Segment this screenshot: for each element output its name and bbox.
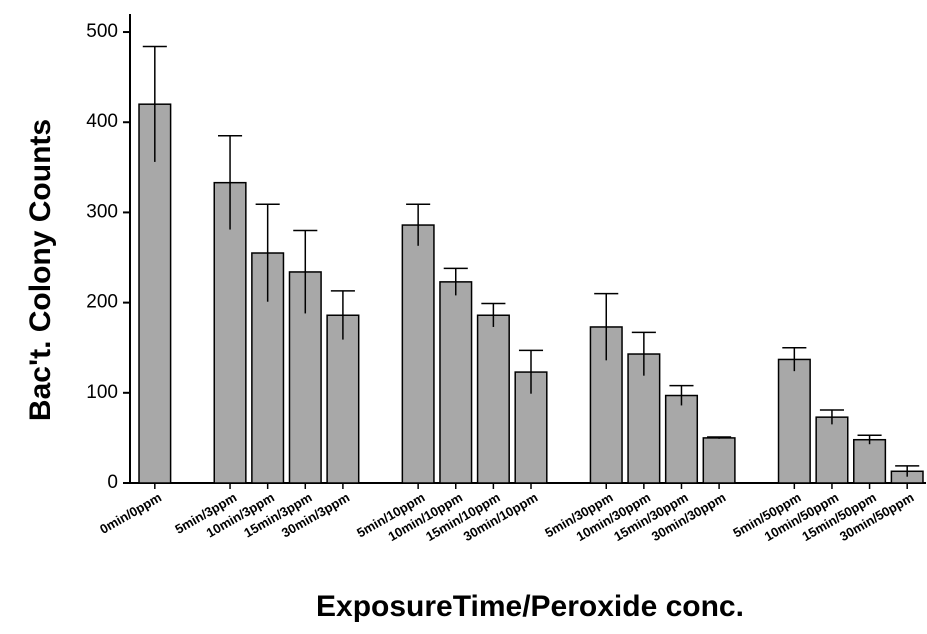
x-tick-label: 0min/0ppm [97, 490, 164, 537]
bar [815, 416, 849, 484]
y-tick-label: 200 [86, 292, 118, 313]
x-axis-label: ExposureTime/Peroxide conc. [316, 590, 744, 623]
bar [777, 358, 811, 484]
y-axis-label: Bac't. Colony Counts [24, 119, 57, 421]
y-tick-label: 300 [86, 201, 118, 222]
bar [853, 438, 887, 484]
y-tick-label: 400 [86, 111, 118, 132]
y-tick-label: 100 [86, 382, 118, 403]
bar [326, 314, 360, 484]
y-tick-label: 500 [86, 21, 118, 42]
bar [401, 224, 435, 484]
bar [664, 394, 699, 484]
bar [439, 281, 473, 484]
y-tick-label: 0 [107, 472, 118, 493]
bar [702, 437, 736, 484]
bar [476, 314, 510, 484]
